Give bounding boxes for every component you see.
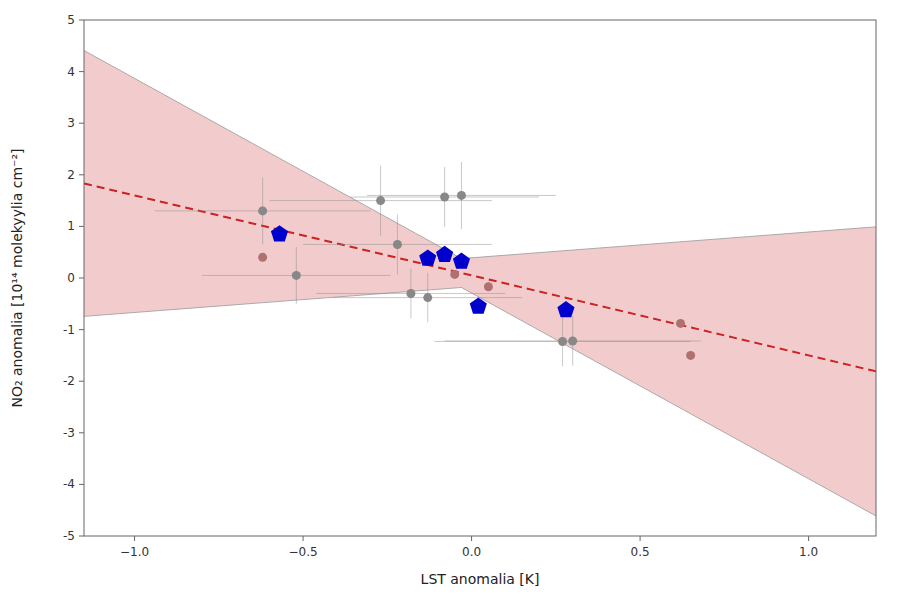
point [484,282,493,291]
x-tick [640,536,641,541]
point [376,196,385,205]
point [453,252,470,268]
series-scatter [155,162,701,366]
x-tick-label: 0.5 [631,545,650,559]
y-tick-label: 0 [67,271,75,285]
x-tick [808,536,809,541]
point [258,253,267,262]
y-tick-label: -4 [63,477,75,491]
point [457,191,466,200]
point [558,337,567,346]
point [292,271,301,280]
y-tick [79,123,84,124]
x-tick [303,536,304,541]
y-tick [79,226,84,227]
y-axis-label: NO₂ anomalia [10¹⁴ molekyylia cm⁻²] [9,148,25,407]
y-tick-label: 3 [67,116,75,130]
x-tick-label: 1.0 [799,545,818,559]
y-tick [79,278,84,279]
y-tick [79,432,84,433]
y-tick-label: -2 [63,374,75,388]
y-tick [79,174,84,175]
y-tick-label: 5 [67,13,75,27]
y-tick-label: 1 [67,219,75,233]
plot-area [84,51,876,516]
y-tick-label: -5 [63,529,75,543]
point [440,192,449,201]
y-tick-label: 2 [67,168,75,182]
y-tick-label: 4 [67,65,75,79]
y-tick [79,20,84,21]
x-tick-label: −0.5 [288,545,317,559]
y-tick-label: -3 [63,426,75,440]
plot-background [84,20,876,536]
plot-frame [84,20,876,536]
ticks: −1.0 −0.5 0.0 0.5 1.0 -5 -4 -3 -2 -1 0 1 2 3 4 5 [63,13,818,559]
point [686,351,695,360]
point [419,249,436,265]
error-bars [155,162,701,366]
series-scatter [271,225,575,317]
x-axis-label: LST anomalia [K] [421,571,540,587]
point [271,225,288,241]
y-tick [79,484,84,485]
x-tick-label: −1.0 [120,545,149,559]
series-line [84,183,876,371]
point [676,319,685,328]
band-upper [84,51,876,259]
y-tick [79,536,84,537]
y-tick [79,329,84,330]
point [557,301,574,317]
x-tick [134,536,135,541]
confidence-band [84,51,876,516]
x-tick [471,536,472,541]
series-area [84,51,876,516]
y-tick [79,381,84,382]
point [568,336,577,345]
point [450,270,459,279]
point [470,297,487,313]
point [258,206,267,215]
fit-line [84,183,876,371]
band-lower [84,287,876,515]
point [393,240,402,249]
chart: −1.0 −0.5 0.0 0.5 1.0 -5 -4 -3 -2 -1 0 1 2 3 4 5 LST ano… [0,0,900,600]
y-tick-label: -1 [63,323,75,337]
point [436,246,453,262]
x-tick-label: 0.0 [462,545,481,559]
y-tick [79,71,84,72]
point [423,293,432,302]
point [406,289,415,298]
series-scatter [258,253,695,360]
